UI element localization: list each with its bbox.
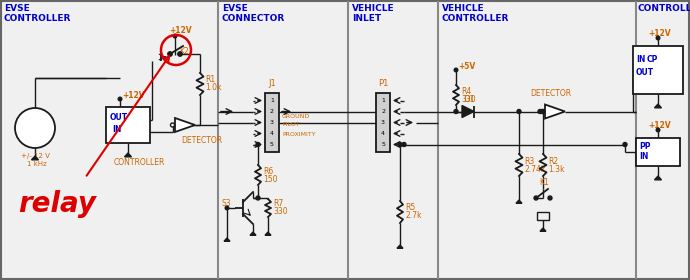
Text: 4: 4 bbox=[270, 131, 274, 136]
Text: +12V: +12V bbox=[122, 91, 145, 100]
Text: R5: R5 bbox=[405, 204, 415, 213]
Text: 2.7k: 2.7k bbox=[405, 211, 422, 221]
Circle shape bbox=[170, 123, 175, 127]
Bar bbox=[633, 46, 683, 94]
Text: CP: CP bbox=[647, 55, 658, 64]
Text: 330: 330 bbox=[461, 95, 475, 104]
Text: CONTROLLER: CONTROLLER bbox=[114, 158, 166, 167]
Circle shape bbox=[15, 108, 55, 148]
Text: IN: IN bbox=[112, 125, 121, 134]
Circle shape bbox=[173, 34, 177, 38]
Polygon shape bbox=[545, 104, 565, 118]
Text: D1: D1 bbox=[463, 95, 475, 104]
Circle shape bbox=[256, 196, 260, 200]
Circle shape bbox=[225, 206, 229, 210]
Polygon shape bbox=[250, 232, 256, 235]
Polygon shape bbox=[397, 245, 403, 248]
Polygon shape bbox=[462, 106, 474, 118]
Text: IN: IN bbox=[639, 152, 649, 161]
Circle shape bbox=[454, 109, 458, 113]
Circle shape bbox=[398, 143, 402, 146]
Circle shape bbox=[656, 36, 660, 40]
Circle shape bbox=[548, 196, 552, 200]
Bar bbox=[376, 92, 390, 151]
Text: K2: K2 bbox=[179, 47, 189, 56]
Text: relay: relay bbox=[18, 190, 96, 218]
Polygon shape bbox=[655, 176, 662, 180]
Text: R7: R7 bbox=[273, 199, 284, 209]
Text: 3: 3 bbox=[381, 120, 385, 125]
Circle shape bbox=[118, 97, 122, 101]
Polygon shape bbox=[124, 153, 132, 157]
Text: P1: P1 bbox=[378, 80, 388, 88]
Polygon shape bbox=[175, 118, 195, 132]
Circle shape bbox=[517, 109, 521, 113]
Circle shape bbox=[538, 109, 542, 113]
Text: 2: 2 bbox=[381, 109, 385, 114]
Bar bbox=[106, 107, 150, 143]
Circle shape bbox=[656, 128, 660, 132]
Text: OUT: OUT bbox=[636, 68, 654, 77]
Text: CONTROLLER: CONTROLLER bbox=[638, 4, 690, 13]
Text: R1: R1 bbox=[206, 76, 215, 85]
Text: IN: IN bbox=[636, 55, 645, 64]
Circle shape bbox=[256, 143, 260, 146]
Circle shape bbox=[623, 143, 627, 146]
Text: 1.0k: 1.0k bbox=[206, 83, 222, 92]
Text: PROXIMITY: PROXIMITY bbox=[282, 132, 315, 137]
Circle shape bbox=[178, 52, 182, 56]
Text: +12V: +12V bbox=[169, 26, 192, 35]
Text: 150: 150 bbox=[263, 174, 277, 183]
Text: EVSE
CONTROLLER: EVSE CONTROLLER bbox=[4, 4, 71, 24]
Bar bbox=[537, 212, 549, 220]
Circle shape bbox=[402, 143, 406, 146]
Text: +5V: +5V bbox=[458, 62, 475, 71]
Text: 4: 4 bbox=[381, 131, 385, 136]
Circle shape bbox=[534, 196, 538, 200]
Text: EVSE
CONNECTOR: EVSE CONNECTOR bbox=[222, 4, 285, 24]
Text: 330: 330 bbox=[273, 207, 288, 216]
Text: R3: R3 bbox=[524, 157, 535, 165]
Circle shape bbox=[540, 109, 544, 113]
Polygon shape bbox=[32, 156, 39, 160]
Text: VEHICLE
CONTROLLER: VEHICLE CONTROLLER bbox=[442, 4, 509, 24]
Circle shape bbox=[168, 52, 172, 56]
Circle shape bbox=[454, 68, 457, 72]
Polygon shape bbox=[265, 232, 271, 235]
Text: DETECTOR: DETECTOR bbox=[530, 88, 571, 97]
Text: PP: PP bbox=[639, 142, 651, 151]
Polygon shape bbox=[516, 200, 522, 203]
Bar bbox=[265, 92, 279, 151]
Text: VEHICLE
INLET: VEHICLE INLET bbox=[352, 4, 395, 24]
Text: R6: R6 bbox=[263, 167, 273, 176]
Text: 5: 5 bbox=[270, 142, 274, 147]
Text: +12V: +12V bbox=[648, 121, 671, 130]
Text: 1 kHz: 1 kHz bbox=[27, 161, 47, 167]
Text: 3: 3 bbox=[270, 120, 274, 125]
Text: 1: 1 bbox=[381, 98, 385, 103]
Text: J1: J1 bbox=[268, 80, 276, 88]
Text: R4: R4 bbox=[461, 87, 471, 95]
Text: GROUND: GROUND bbox=[282, 115, 310, 120]
Bar bbox=[636, 138, 680, 166]
Text: +/- 12 V: +/- 12 V bbox=[21, 153, 50, 159]
Text: PILOT: PILOT bbox=[282, 122, 299, 127]
Text: 1: 1 bbox=[270, 98, 274, 103]
Text: 5: 5 bbox=[381, 142, 385, 147]
Text: 2: 2 bbox=[270, 109, 274, 114]
Text: 1.3k: 1.3k bbox=[549, 165, 565, 174]
Polygon shape bbox=[224, 238, 230, 241]
Polygon shape bbox=[540, 228, 546, 231]
Text: K1: K1 bbox=[539, 178, 549, 187]
Text: R2: R2 bbox=[549, 157, 559, 165]
Polygon shape bbox=[655, 104, 662, 108]
Text: S3: S3 bbox=[221, 199, 230, 208]
Text: OUT: OUT bbox=[110, 113, 128, 122]
Text: 2.74k: 2.74k bbox=[524, 165, 546, 174]
Text: DETECTOR: DETECTOR bbox=[181, 136, 222, 145]
Text: +12V: +12V bbox=[648, 29, 671, 38]
Circle shape bbox=[541, 109, 545, 113]
